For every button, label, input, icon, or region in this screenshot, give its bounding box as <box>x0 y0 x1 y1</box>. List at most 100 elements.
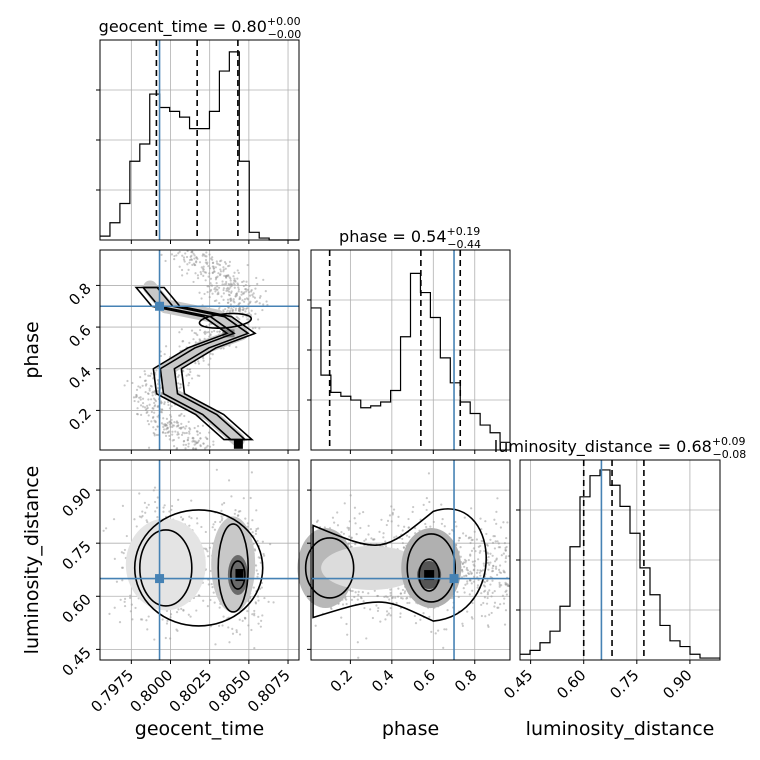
scatter-point <box>195 430 199 433</box>
scatter-point <box>187 381 191 385</box>
scatter-point <box>144 373 147 376</box>
scatter-point <box>498 581 501 584</box>
scatter-point <box>150 385 153 388</box>
scatter-point <box>181 517 185 521</box>
scatter-point <box>234 509 237 512</box>
scatter-point <box>407 526 410 529</box>
scatter-point <box>255 509 258 512</box>
scatter-point <box>240 293 243 296</box>
scatter-point <box>212 261 215 264</box>
scatter-point <box>160 422 164 425</box>
scatter-point <box>349 589 352 593</box>
scatter-point <box>169 616 172 619</box>
scatter-point <box>479 517 482 520</box>
scatter-point <box>187 436 190 439</box>
scatter-point <box>491 541 495 544</box>
scatter-point <box>499 571 503 575</box>
scatter-point <box>209 277 213 280</box>
scatter-point <box>185 255 189 259</box>
scatter-point <box>494 567 498 570</box>
scatter-point <box>211 292 214 295</box>
scatter-point <box>156 425 160 428</box>
scatter-point <box>198 339 202 342</box>
scatter-point <box>395 601 398 605</box>
scatter-point <box>225 280 228 284</box>
scatter-point <box>206 291 209 294</box>
scatter-point <box>139 398 142 401</box>
scatter-point <box>401 541 404 545</box>
scatter-point <box>446 608 449 612</box>
scatter-point <box>485 602 489 605</box>
scatter-point <box>252 586 255 589</box>
scatter-point <box>247 291 251 294</box>
scatter-point <box>470 572 473 575</box>
scatter-point <box>176 433 179 436</box>
scatter-point <box>367 524 370 527</box>
scatter-point <box>230 283 233 286</box>
scatter-point <box>219 520 222 524</box>
scatter-point <box>211 256 214 259</box>
scatter-point <box>208 272 211 275</box>
scatter-point <box>224 262 228 265</box>
scatter-point <box>237 271 240 275</box>
scatter-point <box>390 596 394 600</box>
scatter-point <box>173 420 176 424</box>
scatter-point <box>130 603 133 606</box>
scatter-point <box>183 432 186 435</box>
scatter-point <box>470 616 473 619</box>
scatter-point <box>138 515 141 518</box>
scatter-point <box>353 517 356 520</box>
scatter-point <box>255 569 258 572</box>
scatter-point <box>225 287 228 290</box>
scatter-point <box>505 536 508 540</box>
scatter-point <box>254 602 258 605</box>
scatter-point <box>139 386 142 389</box>
scatter-point <box>256 595 260 598</box>
scatter-point <box>162 423 165 426</box>
scatter-point <box>234 295 237 298</box>
scatter-point <box>489 538 492 541</box>
scatter-point <box>357 593 360 596</box>
scatter-point <box>387 612 390 615</box>
scatter-point <box>207 555 210 558</box>
scatter-point <box>222 347 225 350</box>
scatter-point <box>113 606 116 609</box>
scatter-point <box>214 643 217 646</box>
scatter-point <box>178 265 181 268</box>
scatter-point <box>209 598 212 602</box>
x-tick-label-geocent_time: 0.7975 <box>87 666 137 716</box>
scatter-point <box>218 263 222 267</box>
scatter-point <box>504 560 507 563</box>
scatter-point <box>131 381 134 385</box>
scatter-point <box>363 606 366 610</box>
scatter-point <box>262 552 265 556</box>
scatter-point <box>152 415 155 419</box>
scatter-point <box>456 590 459 594</box>
scatter-point <box>170 508 173 511</box>
scatter-point <box>161 431 165 434</box>
scatter-point <box>221 503 224 506</box>
scatter-point <box>194 361 197 365</box>
scatter-point <box>169 413 172 417</box>
y-tick-label-luminosity_distance: 0.75 <box>58 537 94 573</box>
scatter-point <box>242 497 245 500</box>
scatter-point <box>504 583 507 586</box>
title-luminosity_distance: luminosity_distance = 0.68+0.09 −0.08 <box>494 435 747 461</box>
scatter-point <box>201 253 205 256</box>
scatter-point <box>489 561 492 564</box>
scatter-point <box>502 552 505 555</box>
scatter-point <box>336 524 340 527</box>
scatter-point <box>213 270 216 273</box>
scatter-point <box>422 612 425 615</box>
scatter-point <box>272 601 275 604</box>
scatter-point <box>212 440 215 443</box>
scatter-point <box>215 282 218 285</box>
scatter-point <box>256 539 259 543</box>
scatter-point <box>184 443 188 446</box>
scatter-point <box>169 637 172 640</box>
scatter-point <box>245 280 248 283</box>
scatter-point <box>483 564 486 567</box>
scatter-point <box>385 610 389 613</box>
scatter-point <box>258 327 261 330</box>
scatter-point <box>236 282 239 285</box>
